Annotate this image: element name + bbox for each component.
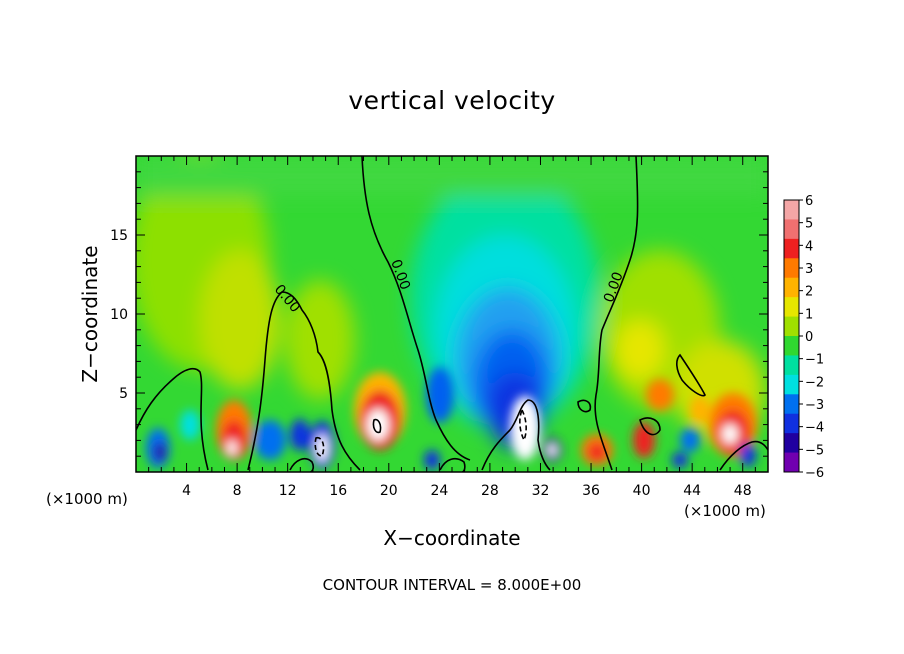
x-axis-label: X−coordinate [383,526,521,550]
contour-line-9 [639,417,661,436]
contour-line-3 [136,367,209,471]
contour-line-8 [577,399,592,413]
colorbar-label: −2 [805,375,824,390]
colorbar-swatch [784,433,799,454]
x-tick-label: 28 [481,483,499,499]
contour-line-12 [314,436,325,457]
y-tick-label: 5 [119,386,128,402]
colorbar-swatch [784,277,799,298]
x-tick-label: 40 [633,483,651,499]
colorbar-swatch [784,297,799,318]
contour-line-11 [372,418,382,434]
contour-line-10 [519,408,527,442]
contour-line-4 [247,291,361,471]
colorbar-label: 5 [805,217,813,232]
colorbar-swatch [784,355,799,376]
colorbar-label: 4 [805,239,813,254]
colorbar-swatch [784,452,799,473]
colorbar-swatch [784,374,799,395]
y-axis-label: Z−coordinate [78,245,102,383]
colorbar-swatch [784,413,799,434]
colorbar-label: 2 [805,285,813,300]
colorbar-label: 6 [805,194,813,209]
x-tick-label: 32 [532,483,550,499]
x-tick-label: 36 [582,483,600,499]
colorbar-swatch [784,316,799,337]
colorbar-label: −4 [805,421,824,436]
x-tick-label: 24 [430,483,448,499]
x-tick-label: 20 [380,483,398,499]
contour-line-13 [289,458,315,472]
contour-line-2 [594,156,639,471]
colorbar: 6 5 4 3 2 1 0 −1 −2 −3 −4 −5 −6 [783,194,824,481]
x-tick-label: 48 [734,483,752,499]
colorbar-swatch [784,200,799,220]
y-axis: 5 10 15 [110,171,768,457]
contour-line-7 [719,440,768,471]
x-tick-label: 16 [329,483,347,499]
colorbar-swatch [784,238,799,259]
x-tick-label: 8 [233,483,242,499]
x-tick-label: 44 [683,483,701,499]
colorbar-label: −3 [805,398,824,413]
colorbar-label: 0 [805,330,813,345]
colorbar-label: 1 [805,307,813,322]
contour-line-5 [676,353,706,397]
x-unit-label-right: (×1000 m) [684,502,766,520]
colorbar-swatch [784,258,799,279]
contour-line-14 [439,457,466,472]
colorbar-swatch [784,336,799,356]
y-tick-label: 10 [110,307,128,323]
contour-line-1 [361,156,471,461]
colorbar-label: 3 [805,262,813,277]
y-tick-label: 15 [110,228,128,244]
colorbar-label: −1 [805,353,824,368]
colorbar-label: −6 [805,466,824,481]
zero-contours [136,156,768,472]
x-tick-label: 4 [182,483,191,499]
colorbar-swatch [784,219,799,240]
x-tick-label: 12 [279,483,297,499]
x-unit-label-left: (×1000 m) [46,490,128,508]
colorbar-swatch [784,394,799,415]
velocity-field [136,156,768,472]
x-axis: 4 8 12 16 20 24 28 32 36 40 44 48 [148,156,756,499]
contour-interval-note: CONTOUR INTERVAL = 8.000E+00 [322,576,582,594]
chart-title: vertical velocity [348,86,556,115]
colorbar-label: −5 [805,443,824,458]
contour-line-6 [481,399,551,471]
